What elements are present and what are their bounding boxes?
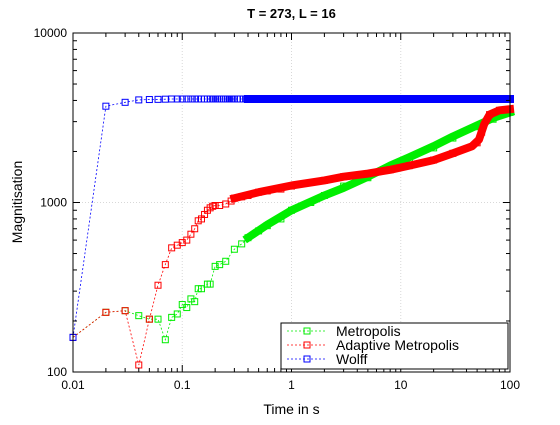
x-tick-label: 0.01 [61,378,85,392]
x-tick-label: 1 [288,378,295,392]
data-point [405,162,413,170]
data-point [478,128,486,136]
data-point [288,182,295,190]
data-point [288,95,295,103]
data-point [386,166,394,174]
data-point [250,95,258,103]
x-axis-label: Time in s [263,401,319,417]
data-point [364,170,372,178]
data-point [211,262,219,270]
y-tick-label: 100 [47,365,67,379]
data-point [230,194,238,202]
data-point [430,144,438,152]
data-point [183,236,191,244]
y-tick-label: 10000 [34,26,68,40]
data-point [255,95,263,103]
data-point [244,234,252,242]
data-point [255,227,263,235]
data-point [486,111,494,119]
legend-label: Metropolis [336,323,401,339]
legend-label: Wolff [336,351,367,367]
data-point [191,298,199,306]
data-point [145,96,153,104]
x-tick-label: 100 [500,378,520,392]
series-wolff [69,95,514,341]
legend-marker [303,327,311,335]
data-point [145,315,153,323]
data-point [173,310,181,318]
data-point [209,202,217,210]
data-point [191,225,199,233]
data-point [183,304,191,312]
data-point [259,95,267,103]
data-point [238,240,246,248]
data-point [197,285,205,293]
data-point [340,173,348,181]
data-point [222,257,230,265]
data-point [161,261,169,269]
data-point [449,149,457,157]
data-point [288,206,295,214]
data-point [135,312,143,320]
legend-label: Adaptive Metropolis [336,337,459,353]
data-point [244,191,252,199]
grid [73,33,510,372]
x-tick-label: 10 [394,378,408,392]
data-point [255,188,263,196]
data-point [178,95,186,103]
series-layer [69,95,516,369]
y-tick-label: 1000 [40,196,67,210]
data-point [283,95,291,103]
data-point [263,187,271,195]
data-point [211,202,219,210]
axis-ticks: 0.01 0.1 1 10 100 100 1000 10000 [34,26,521,392]
series-line [72,112,511,342]
data-point [154,315,162,323]
data-point [102,102,110,110]
chart-title: T = 273, L = 16 [247,6,336,21]
data-point [449,134,457,142]
data-point [102,308,110,316]
x-tick-label: 0.1 [174,378,191,392]
data-point [320,176,328,184]
data-point [307,199,315,206]
y-axis-label: Magnitisation [9,161,25,244]
series-adaptive-metropolis [69,104,515,369]
data-point [263,222,271,230]
data-point [135,361,143,369]
data-point [121,307,129,315]
data-point [187,95,195,103]
data-point [121,98,129,106]
data-point [161,336,169,344]
data-point [173,95,181,103]
data-point [277,185,285,193]
data-point [263,95,271,103]
data-point [187,230,195,238]
data-point [430,156,438,164]
data-point [473,139,481,147]
data-point [230,245,238,253]
data-point [183,95,191,103]
data-point [178,239,186,247]
data-point [154,281,162,289]
data-point [191,95,199,103]
legend-box [280,322,509,370]
data-point [320,191,328,199]
series-dense-markers [242,107,516,244]
legend-marker [303,355,311,363]
data-point [135,96,143,104]
data-point [206,280,214,288]
data-point [340,182,348,190]
data-point [154,95,162,103]
data-point [495,106,503,114]
legend-marker [303,341,311,349]
data-point [277,215,285,223]
series-dense-markers [229,104,515,204]
